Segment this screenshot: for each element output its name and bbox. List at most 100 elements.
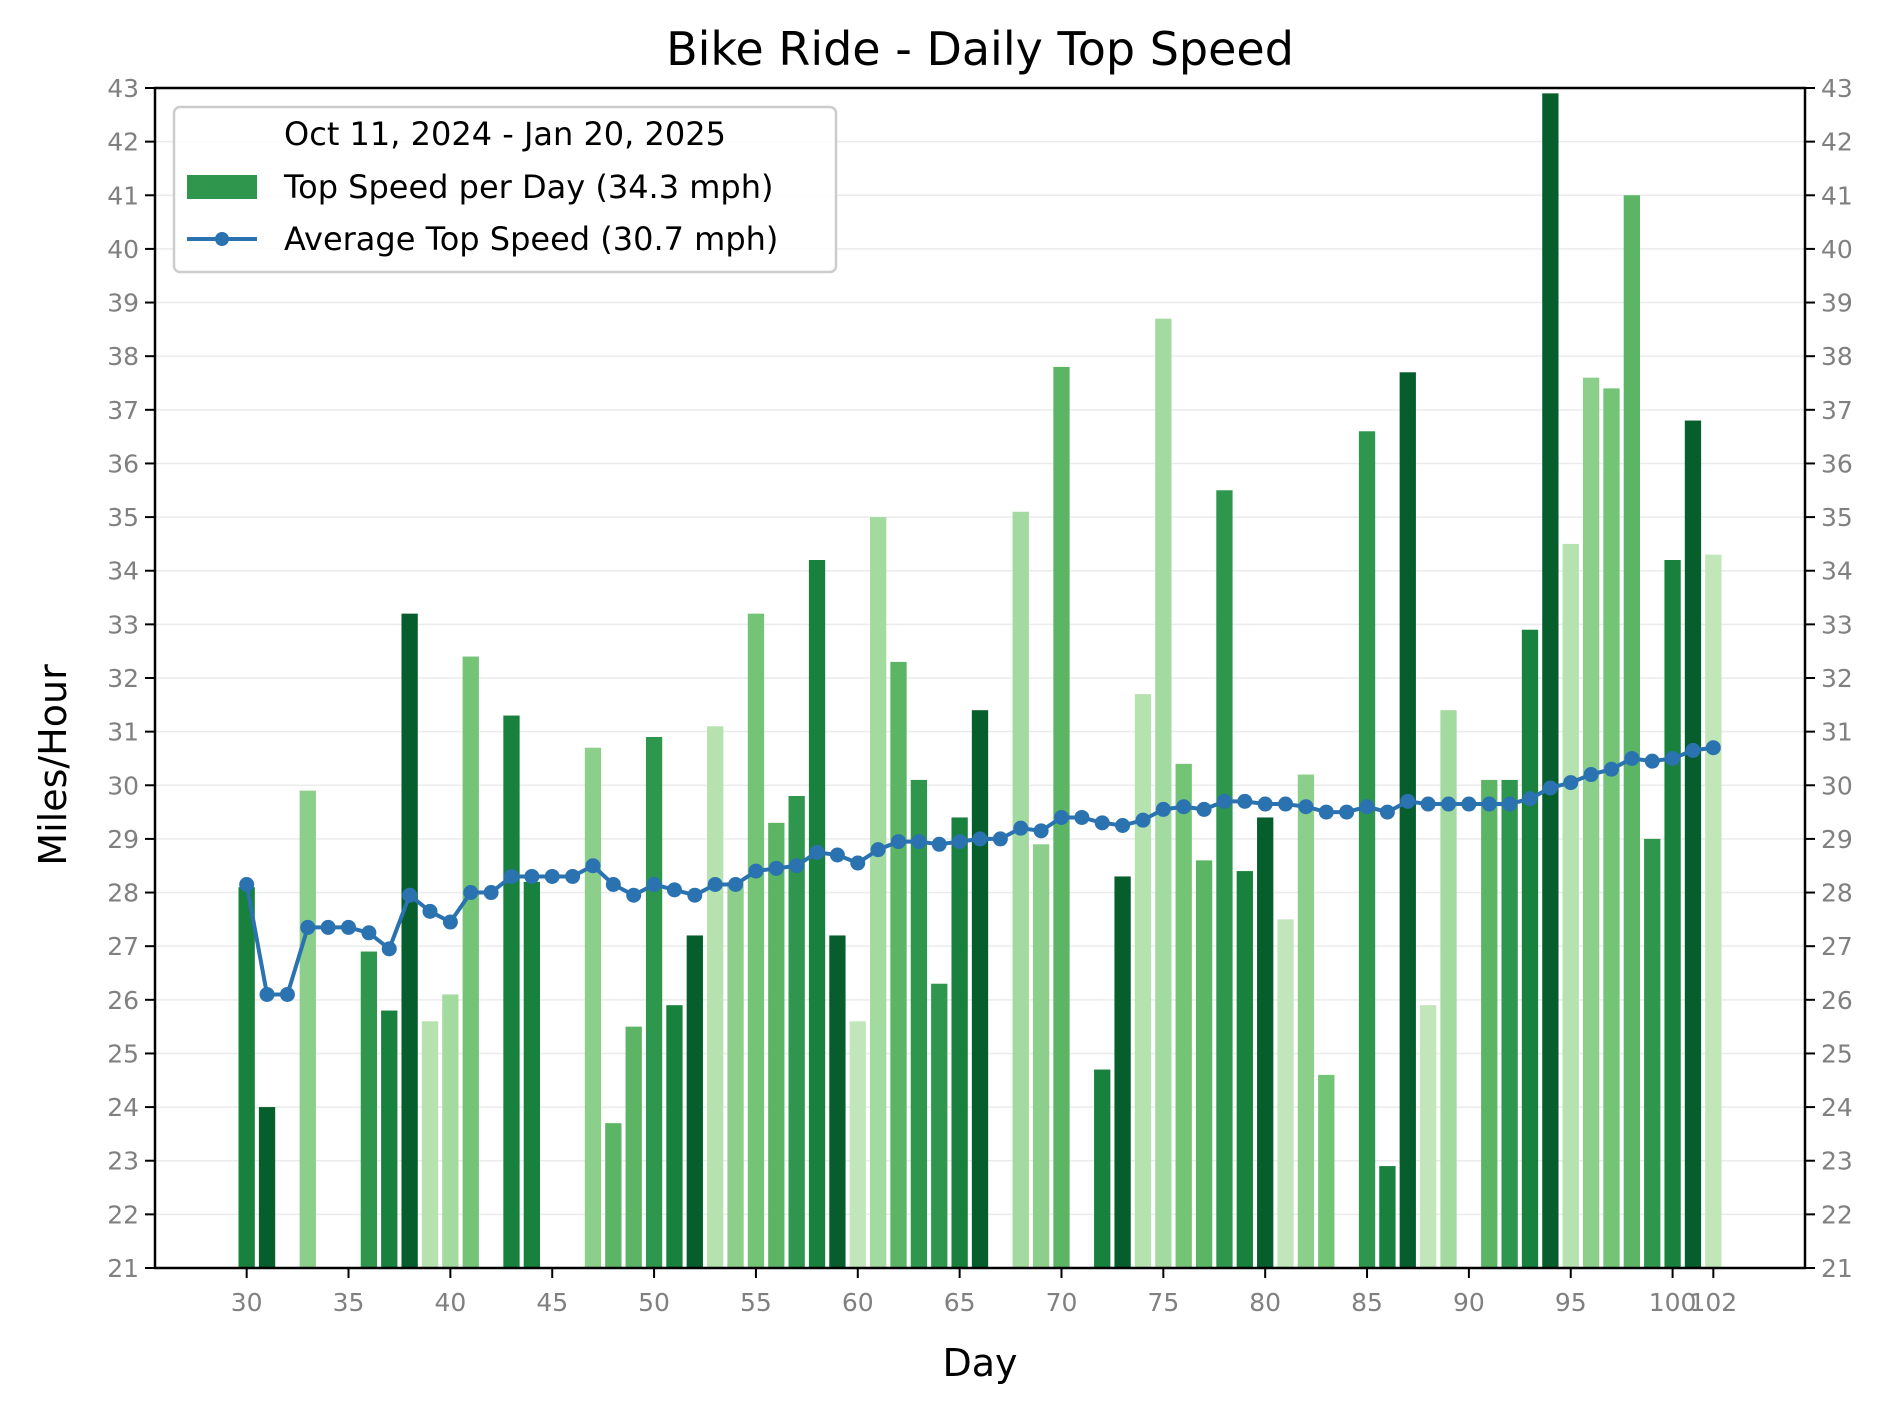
y-tick-label-right: 30	[1821, 771, 1853, 800]
average-point	[952, 834, 968, 850]
y-tick-label-right: 42	[1821, 128, 1853, 157]
average-point	[1481, 796, 1497, 812]
average-point	[402, 887, 418, 903]
average-point	[1013, 820, 1029, 836]
y-tick-label: 43	[107, 74, 139, 103]
x-tick-label: 90	[1453, 1288, 1485, 1317]
y-tick-label: 26	[107, 986, 139, 1015]
average-point	[1278, 796, 1294, 812]
average-point	[1033, 823, 1049, 839]
y-tick-label-right: 36	[1821, 449, 1853, 478]
bar	[849, 1021, 866, 1268]
bar	[1379, 1166, 1396, 1268]
bar	[931, 983, 948, 1268]
average-point	[1603, 761, 1619, 777]
bar	[1440, 710, 1457, 1268]
average-point	[1522, 791, 1538, 807]
average-point	[1237, 793, 1253, 809]
bar	[686, 935, 703, 1268]
average-point	[565, 868, 581, 884]
bar	[401, 613, 418, 1268]
bar	[910, 779, 928, 1268]
average-point	[1216, 793, 1232, 809]
average-point	[931, 836, 947, 852]
y-tick-label: 23	[107, 1147, 139, 1176]
bar	[1705, 554, 1722, 1268]
average-point	[1359, 799, 1375, 815]
average-point	[850, 855, 866, 871]
bar	[1195, 860, 1213, 1268]
x-tick-label: 50	[638, 1288, 670, 1317]
y-tick-label: 39	[107, 289, 139, 318]
bar	[1562, 543, 1579, 1268]
average-point	[1400, 793, 1416, 809]
average-point	[1379, 804, 1395, 820]
average-point	[503, 868, 519, 884]
bar	[584, 747, 602, 1268]
bar	[1257, 817, 1274, 1268]
average-point	[605, 877, 621, 892]
average-point	[687, 887, 703, 903]
average-point	[891, 834, 907, 850]
x-tick-label: 75	[1147, 1288, 1179, 1317]
bar	[1644, 838, 1661, 1268]
x-tick-label: 45	[536, 1288, 568, 1317]
y-tick-label: 30	[107, 771, 139, 800]
bar	[727, 881, 744, 1268]
x-tick-label: 30	[231, 1288, 263, 1317]
average-point	[1053, 809, 1069, 825]
bar	[1684, 420, 1702, 1269]
average-point	[666, 882, 682, 898]
average-point	[239, 877, 255, 892]
bar	[360, 951, 378, 1268]
bar	[707, 726, 724, 1268]
x-tick-label: 65	[944, 1288, 976, 1317]
average-point	[1705, 740, 1721, 756]
legend-entry-average: Average Top Speed (30.7 mph)	[284, 220, 778, 258]
bar	[625, 1026, 642, 1268]
y-axis-label: Miles/Hour	[31, 664, 75, 866]
average-point	[1685, 742, 1701, 758]
bar	[1501, 779, 1518, 1268]
bar	[1542, 93, 1559, 1268]
average-point	[1135, 812, 1151, 828]
y-tick-label: 34	[107, 557, 139, 586]
y-tick-label-right: 29	[1821, 825, 1853, 854]
average-point	[1665, 750, 1681, 766]
bar	[605, 1123, 622, 1268]
bar	[747, 613, 765, 1268]
bar	[1012, 511, 1029, 1268]
bar	[421, 1021, 439, 1268]
average-point	[1339, 804, 1355, 820]
y-tick-label: 32	[107, 664, 139, 693]
bar	[1155, 318, 1172, 1268]
average-point	[809, 844, 825, 860]
y-tick-label: 33	[107, 610, 139, 639]
average-point	[1583, 767, 1599, 783]
y-tick-label-right: 38	[1821, 342, 1853, 371]
bar	[238, 887, 255, 1268]
average-line-series	[239, 740, 1721, 1002]
average-point	[341, 919, 357, 935]
bar	[503, 715, 520, 1268]
bar	[1032, 844, 1050, 1268]
average-point	[1155, 801, 1171, 817]
y-tick-label-right: 22	[1821, 1200, 1853, 1229]
average-point	[1318, 804, 1334, 820]
bar	[258, 1107, 276, 1268]
y-tick-label-right: 32	[1821, 664, 1853, 693]
bar	[442, 994, 459, 1268]
y-tick-label: 36	[107, 449, 139, 478]
y-tick-label-right: 21	[1821, 1254, 1853, 1283]
y-tick-label: 25	[107, 1039, 139, 1068]
y-tick-label-right: 23	[1821, 1147, 1853, 1176]
y-tick-label-right: 41	[1821, 181, 1853, 210]
chart-title: Bike Ride - Daily Top Speed	[666, 22, 1294, 76]
y-tick-label: 35	[107, 503, 139, 532]
bar	[1236, 871, 1253, 1268]
bar	[951, 817, 968, 1268]
average-point	[1074, 809, 1090, 825]
bar	[971, 710, 989, 1268]
bar	[1175, 763, 1192, 1268]
